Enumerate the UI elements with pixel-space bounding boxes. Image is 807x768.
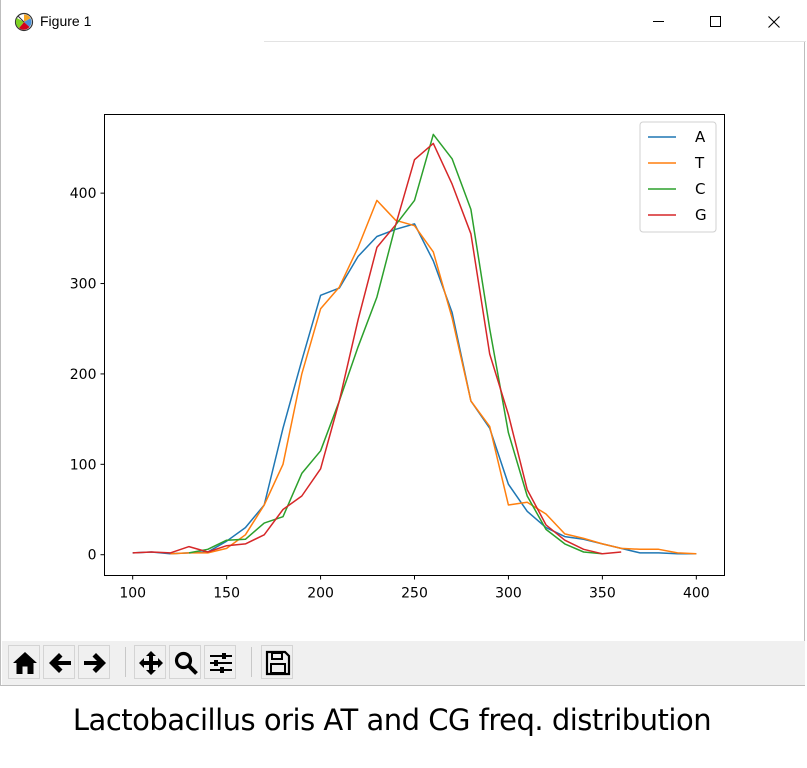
legend (639, 121, 717, 233)
legend-label-a: A (695, 128, 706, 146)
zoom-icon (174, 651, 198, 675)
close-button[interactable] (745, 0, 803, 42)
plot-area (104, 114, 725, 576)
legend-label-g: G (695, 206, 707, 224)
home-button[interactable] (8, 645, 40, 679)
forward-button[interactable] (78, 645, 110, 679)
x-tick-label: 200 (307, 586, 334, 602)
x-tick-label: 350 (589, 586, 616, 602)
forward-arrow-icon (84, 653, 106, 673)
save-button[interactable] (261, 645, 293, 679)
y-tick-label: 400 (70, 186, 97, 202)
title-bar-divider (264, 41, 806, 42)
toolbar-separator (125, 647, 126, 677)
minimize-icon (653, 21, 664, 22)
y-tick-label: 200 (70, 367, 97, 383)
pan-button[interactable] (134, 645, 166, 679)
toolbar-separator (251, 647, 252, 677)
close-icon (768, 16, 780, 28)
legend-label-t: T (694, 154, 705, 172)
series-line-t (170, 199, 697, 555)
series-line-g (132, 142, 622, 555)
y-tick-label: 300 (70, 277, 97, 293)
figure-window: Figure 1 100 150 200 250 300 350 400 0 100 200 300… (0, 0, 806, 686)
back-button[interactable] (43, 645, 75, 679)
matplotlib-icon (14, 12, 34, 32)
x-tick-label: 250 (401, 586, 428, 602)
y-tick-label: 0 (88, 548, 97, 564)
maximize-icon (710, 16, 721, 27)
home-icon (13, 652, 37, 674)
configure-subplots-icon (210, 653, 232, 673)
window-title: Figure 1 (40, 13, 92, 29)
x-tick-label: 300 (495, 586, 522, 602)
back-arrow-icon (49, 653, 71, 673)
zoom-button[interactable] (169, 645, 201, 679)
x-tick-label: 100 (119, 586, 146, 602)
x-tick-label: 150 (213, 586, 240, 602)
minimize-button[interactable] (629, 0, 687, 42)
y-tick-label: 100 (70, 457, 97, 473)
configure-subplots-button[interactable] (204, 645, 236, 679)
title-bar[interactable]: Figure 1 (1, 0, 806, 42)
figure-caption: Lactobacillus oris AT and CG freq. distr… (72, 703, 712, 737)
x-tick-label: 400 (683, 586, 710, 602)
maximize-button[interactable] (687, 0, 745, 42)
save-icon (265, 650, 291, 676)
navigation-toolbar (2, 641, 805, 685)
pan-icon (139, 651, 163, 675)
legend-label-c: C (695, 180, 705, 198)
